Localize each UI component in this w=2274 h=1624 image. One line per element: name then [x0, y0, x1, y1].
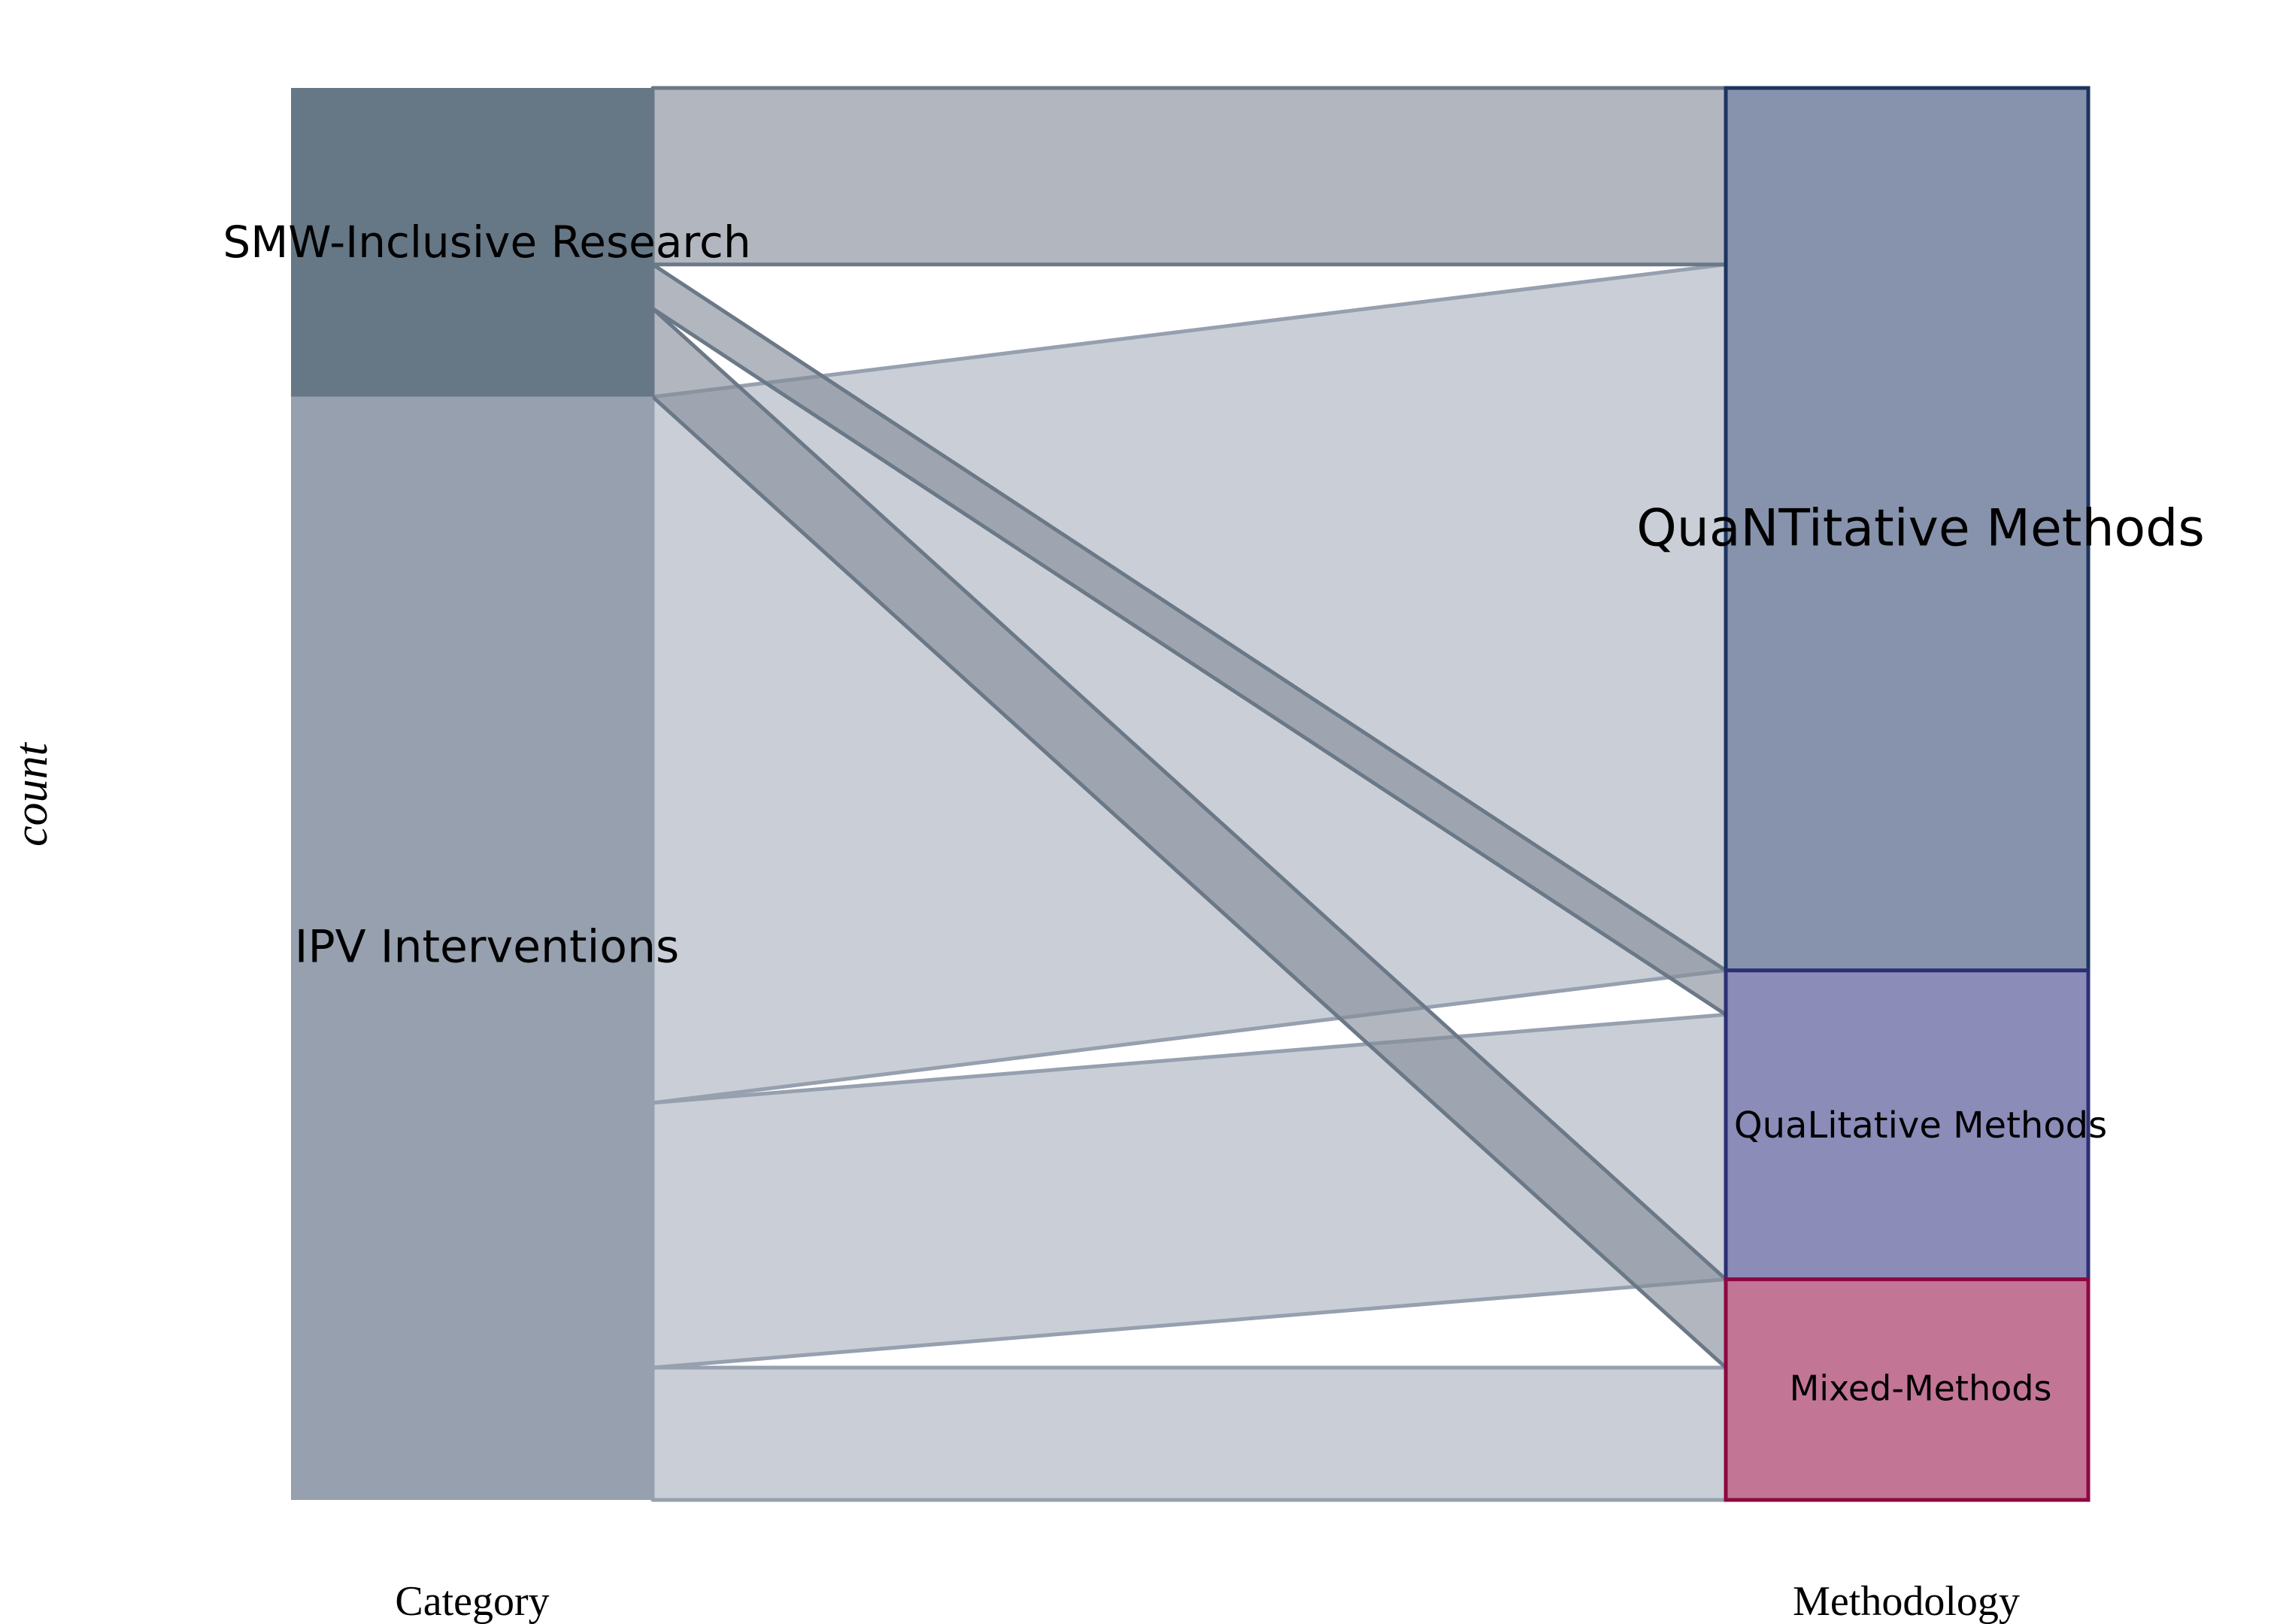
- stratum-quantitative-methods: [1724, 86, 2091, 973]
- y-axis-label: count: [6, 741, 57, 847]
- flow-ipv-interventions-to-mixed-methods: [650, 1365, 1728, 1502]
- stratum-label-quantitative-methods: QuaNTitative Methods: [1636, 499, 2205, 559]
- flow-smw-inclusive-research-to-quantitative-methods: [650, 86, 1728, 267]
- stratum-qualitative-methods: [1724, 968, 2091, 1282]
- flows-layer: [650, 86, 1728, 1502]
- labels-layer: SMW-Inclusive Research IPV Interventions Q…: [223, 217, 2204, 1408]
- stratum-label-mixed-methods: Mixed-Methods: [1790, 1368, 2052, 1409]
- stratum-label-ipv-interventions: IPV Interventions: [295, 921, 679, 974]
- x-axis-label-methodology: Methodology: [1793, 1578, 2020, 1624]
- x-axis-label-category: Category: [395, 1578, 549, 1624]
- stratum-label-qualitative-methods: QuaLitative Methods: [1734, 1104, 2107, 1147]
- stratum-smw-inclusive-research: [291, 88, 653, 397]
- stratum-ipv-interventions: [291, 396, 653, 1500]
- stratum-mixed-methods: [1724, 1277, 2091, 1502]
- stratum-label-smw-inclusive-research: SMW-Inclusive Research: [223, 217, 750, 268]
- strata-layer: [291, 86, 2091, 1502]
